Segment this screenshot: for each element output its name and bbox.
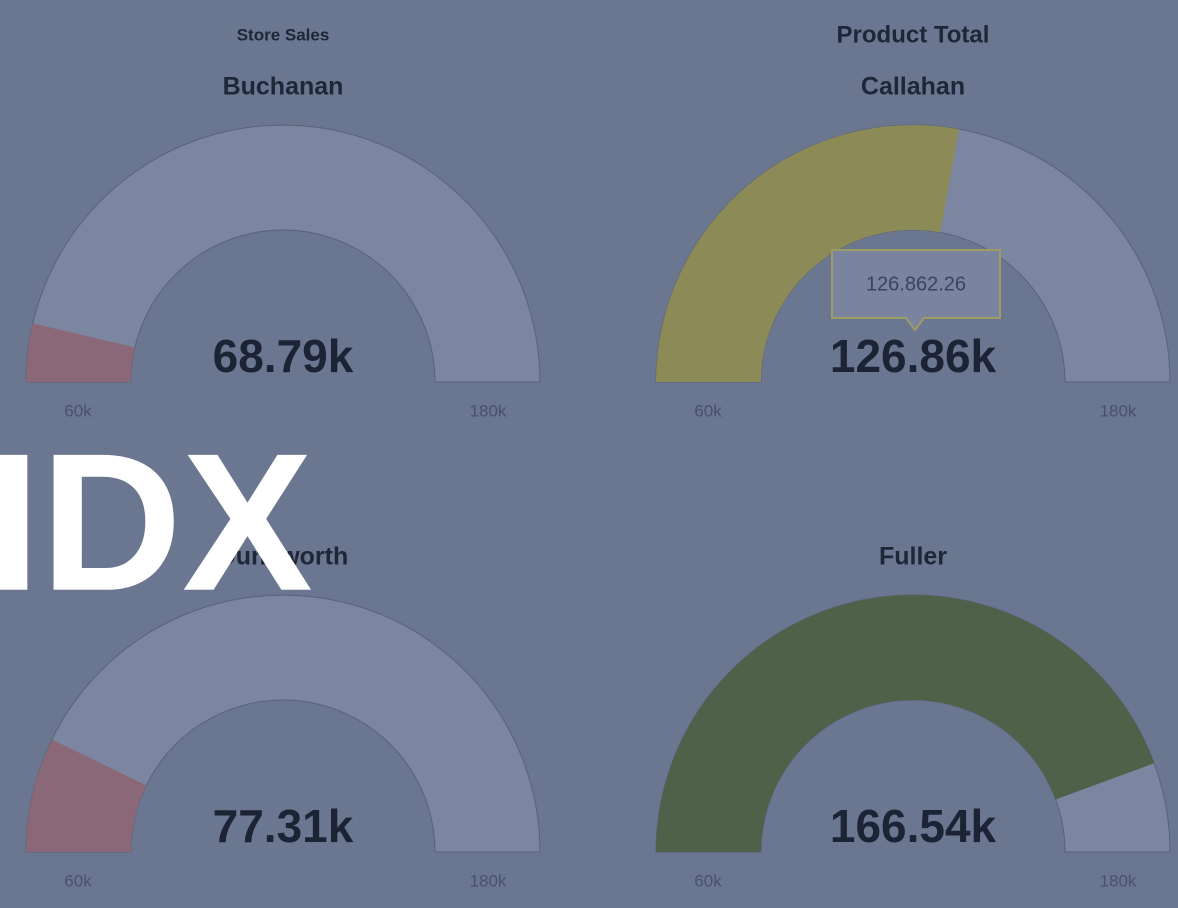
gauge: Store Sales Buchanan 68.79k 60k 180k (25, 25, 541, 420)
tick-label: 180k (1100, 871, 1137, 890)
gauge-title: Fuller (879, 543, 947, 571)
tick-label: 180k (470, 401, 507, 420)
gauge-title: Dunsworth (218, 543, 349, 571)
gauge-title: Buchanan (223, 73, 344, 101)
gauge-track (25, 594, 541, 853)
gauge-value: 68.79k (213, 330, 354, 382)
tick-label: 60k (694, 871, 722, 890)
gauge: Dunsworth 77.31k 60k 180k (25, 543, 541, 890)
overlay-text: IDX (0, 413, 313, 632)
tooltip-box (831, 249, 1001, 332)
gauge-track (25, 124, 541, 383)
tick-label: 60k (64, 401, 92, 420)
gauge-subtitle: Product Total (837, 21, 990, 48)
gauge-value: 77.31k (213, 800, 354, 852)
tooltip-text: 126.862.26 (866, 273, 966, 295)
gauge-title: Callahan (861, 73, 965, 101)
gauge-fill (656, 594, 1155, 852)
gauge-value: 166.54k (830, 800, 997, 852)
gauge-value: 126.86k (830, 330, 997, 382)
gauge: Product Total Callahan 126.86k 60k 180k 126.8… (655, 21, 1171, 420)
gauge: Fuller 166.54k 60k 180k (655, 543, 1171, 890)
tick-label: 180k (1100, 401, 1137, 420)
gauge-fill (26, 739, 147, 852)
gauge-fill (656, 125, 959, 383)
gauge-fill (25, 323, 136, 382)
tick-label: 60k (694, 401, 722, 420)
tick-label: 180k (470, 871, 507, 890)
gauge-subtitle: Store Sales (237, 25, 330, 44)
tick-label: 60k (64, 871, 92, 890)
